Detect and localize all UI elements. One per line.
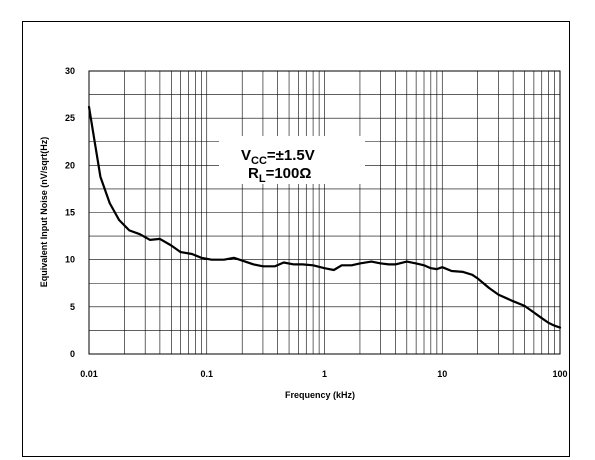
x-tick-labels: 0.01 0.1 1 10 100 bbox=[80, 369, 567, 379]
noise-vs-frequency-chart: 0.01 0.1 1 10 100 0 5 10 15 20 25 30 VCC=±1.5V RL=… bbox=[39, 66, 568, 400]
y-tick-label: 30 bbox=[65, 66, 75, 76]
y-tick-labels: 0 5 10 15 20 25 30 bbox=[65, 66, 75, 359]
y-tick-label: 15 bbox=[65, 208, 75, 218]
annotation-vcc-value: =±1.5V bbox=[267, 147, 315, 164]
annotation-rl-value: =100Ω bbox=[266, 165, 312, 182]
x-tick-label: 0.01 bbox=[80, 369, 98, 379]
x-tick-label: 0.1 bbox=[200, 369, 213, 379]
y-tick-label: 25 bbox=[65, 113, 75, 123]
noise-curve-line bbox=[87, 105, 562, 329]
y-axis-title: Equivalent Input Noise (nV/sqrt(Hz) bbox=[39, 137, 49, 288]
grid bbox=[88, 71, 560, 354]
annotation-vcc-subscript: CC bbox=[251, 155, 267, 167]
y-tick-label: 5 bbox=[70, 302, 75, 312]
plot-area-border bbox=[88, 70, 561, 355]
x-tick-label: 100 bbox=[552, 369, 567, 379]
y-tick-label: 10 bbox=[65, 255, 75, 265]
annotation-line-1: VCC=±1.5V bbox=[241, 147, 315, 167]
annotation-rl-symbol: R bbox=[248, 165, 259, 182]
series-layer bbox=[87, 105, 562, 329]
annotation-line-2: RL=100Ω bbox=[248, 165, 311, 185]
y-tick-label: 20 bbox=[65, 160, 75, 170]
x-axis-title: Frequency (kHz) bbox=[285, 390, 355, 400]
annotation-rl-subscript: L bbox=[259, 173, 266, 185]
x-tick-label: 1 bbox=[322, 369, 327, 379]
x-tick-label: 10 bbox=[437, 369, 447, 379]
chart-frame: 0.01 0.1 1 10 100 0 5 10 15 20 25 30 VCC=±1.5V RL=… bbox=[22, 21, 570, 457]
annotation-background bbox=[219, 136, 365, 184]
annotation-vcc-symbol: V bbox=[241, 147, 251, 164]
y-tick-label: 0 bbox=[70, 349, 75, 359]
